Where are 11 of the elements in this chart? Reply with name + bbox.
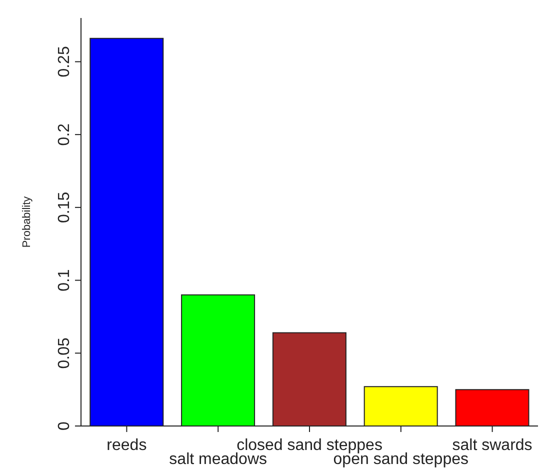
y-tick-label: 0.1	[56, 269, 73, 292]
x-tick-label: closed sand steppes	[236, 437, 382, 454]
x-tick-label: salt meadows	[169, 451, 268, 468]
x-tick-label: reeds	[106, 437, 147, 454]
y-tick-label: 0.15	[56, 192, 73, 223]
x-tick-label: salt swards	[452, 437, 532, 454]
y-tick-label: 0	[56, 421, 73, 430]
y-tick-label: 0.05	[56, 337, 73, 369]
y-tick-label: 0.25	[56, 46, 73, 78]
y-axis-title: Probability	[20, 196, 33, 248]
y-tick-label: 0.2	[56, 123, 73, 146]
